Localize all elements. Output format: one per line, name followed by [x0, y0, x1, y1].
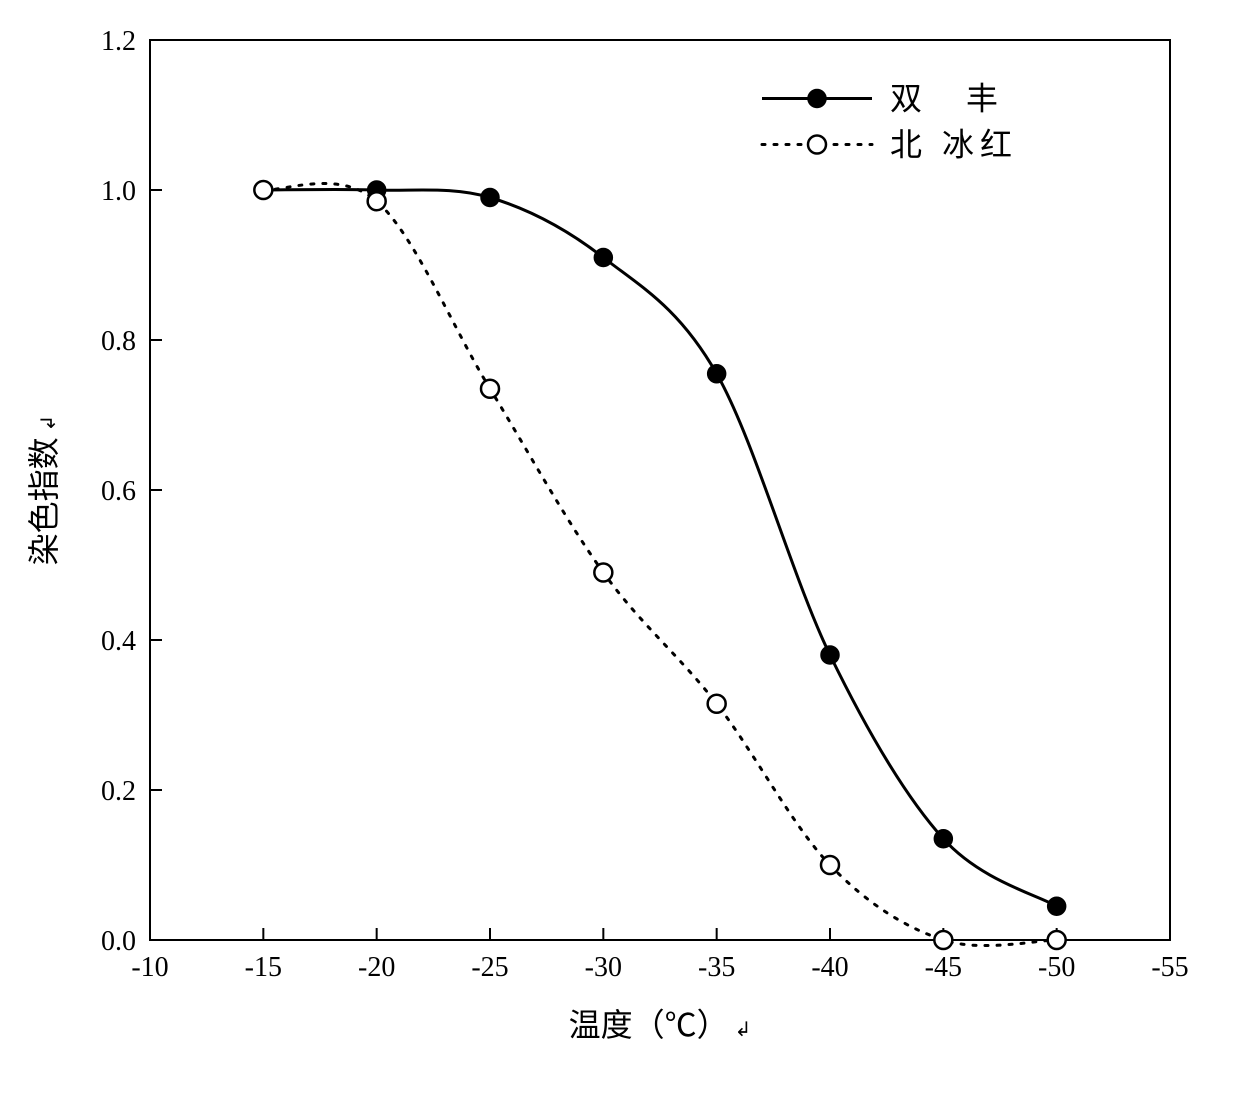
y-tick-label: 0.8: [101, 326, 136, 357]
series-marker-beibinghong: [254, 181, 272, 199]
series-marker-shuangfeng: [821, 646, 839, 664]
x-tick-label: -50: [1038, 952, 1075, 983]
series-line-shuangfeng: [263, 189, 1056, 906]
x-axis-title: 温度（℃）↲: [569, 1007, 752, 1043]
legend-marker-beibinghong: [808, 136, 826, 154]
line-chart: -10 -15 -20 -25 -30 -35 -40 -45 -50 -55 温度（℃）↲ 0.0 0…: [0, 0, 1240, 1099]
series-marker-beibinghong: [481, 380, 499, 398]
x-tick-label: -55: [1151, 952, 1188, 983]
series-marker-shuangfeng: [594, 249, 612, 267]
y-tick-label: 0.6: [101, 476, 136, 507]
x-tick-label: -20: [358, 952, 395, 983]
x-tick-label: -15: [245, 952, 282, 983]
y-tick-label: 1.0: [101, 176, 136, 207]
legend-marker-shuangfeng: [808, 90, 826, 108]
x-tick-label: -25: [471, 952, 508, 983]
x-tick-label: -40: [811, 952, 848, 983]
series-marker-shuangfeng: [708, 365, 726, 383]
x-tick-label: -10: [131, 952, 168, 983]
series-marker-beibinghong: [934, 931, 952, 949]
x-tick-label: -35: [698, 952, 735, 983]
legend-label-shuangfeng: 双 丰: [890, 81, 1004, 117]
plot-frame: [150, 40, 1170, 940]
series-marker-shuangfeng: [481, 189, 499, 207]
series-marker-shuangfeng: [1048, 897, 1066, 915]
series-marker-beibinghong: [821, 856, 839, 874]
x-tick-label: -30: [585, 952, 622, 983]
legend-label-beibinghong: 北 冰红: [890, 127, 1018, 163]
series-marker-beibinghong: [368, 192, 386, 210]
series-marker-beibinghong: [594, 564, 612, 582]
chart-container: -10 -15 -20 -25 -30 -35 -40 -45 -50 -55 温度（℃）↲ 0.0 0…: [0, 0, 1240, 1099]
series-marker-shuangfeng: [934, 830, 952, 848]
series-marker-beibinghong: [1048, 931, 1066, 949]
x-tick-label: -45: [925, 952, 962, 983]
y-axis-title: 染色指数↲: [26, 415, 62, 566]
y-tick-label: 0.0: [101, 926, 136, 957]
y-tick-label: 0.4: [101, 626, 136, 657]
y-tick-label: 0.2: [101, 776, 136, 807]
y-tick-label: 1.2: [101, 26, 136, 57]
series-marker-beibinghong: [708, 695, 726, 713]
